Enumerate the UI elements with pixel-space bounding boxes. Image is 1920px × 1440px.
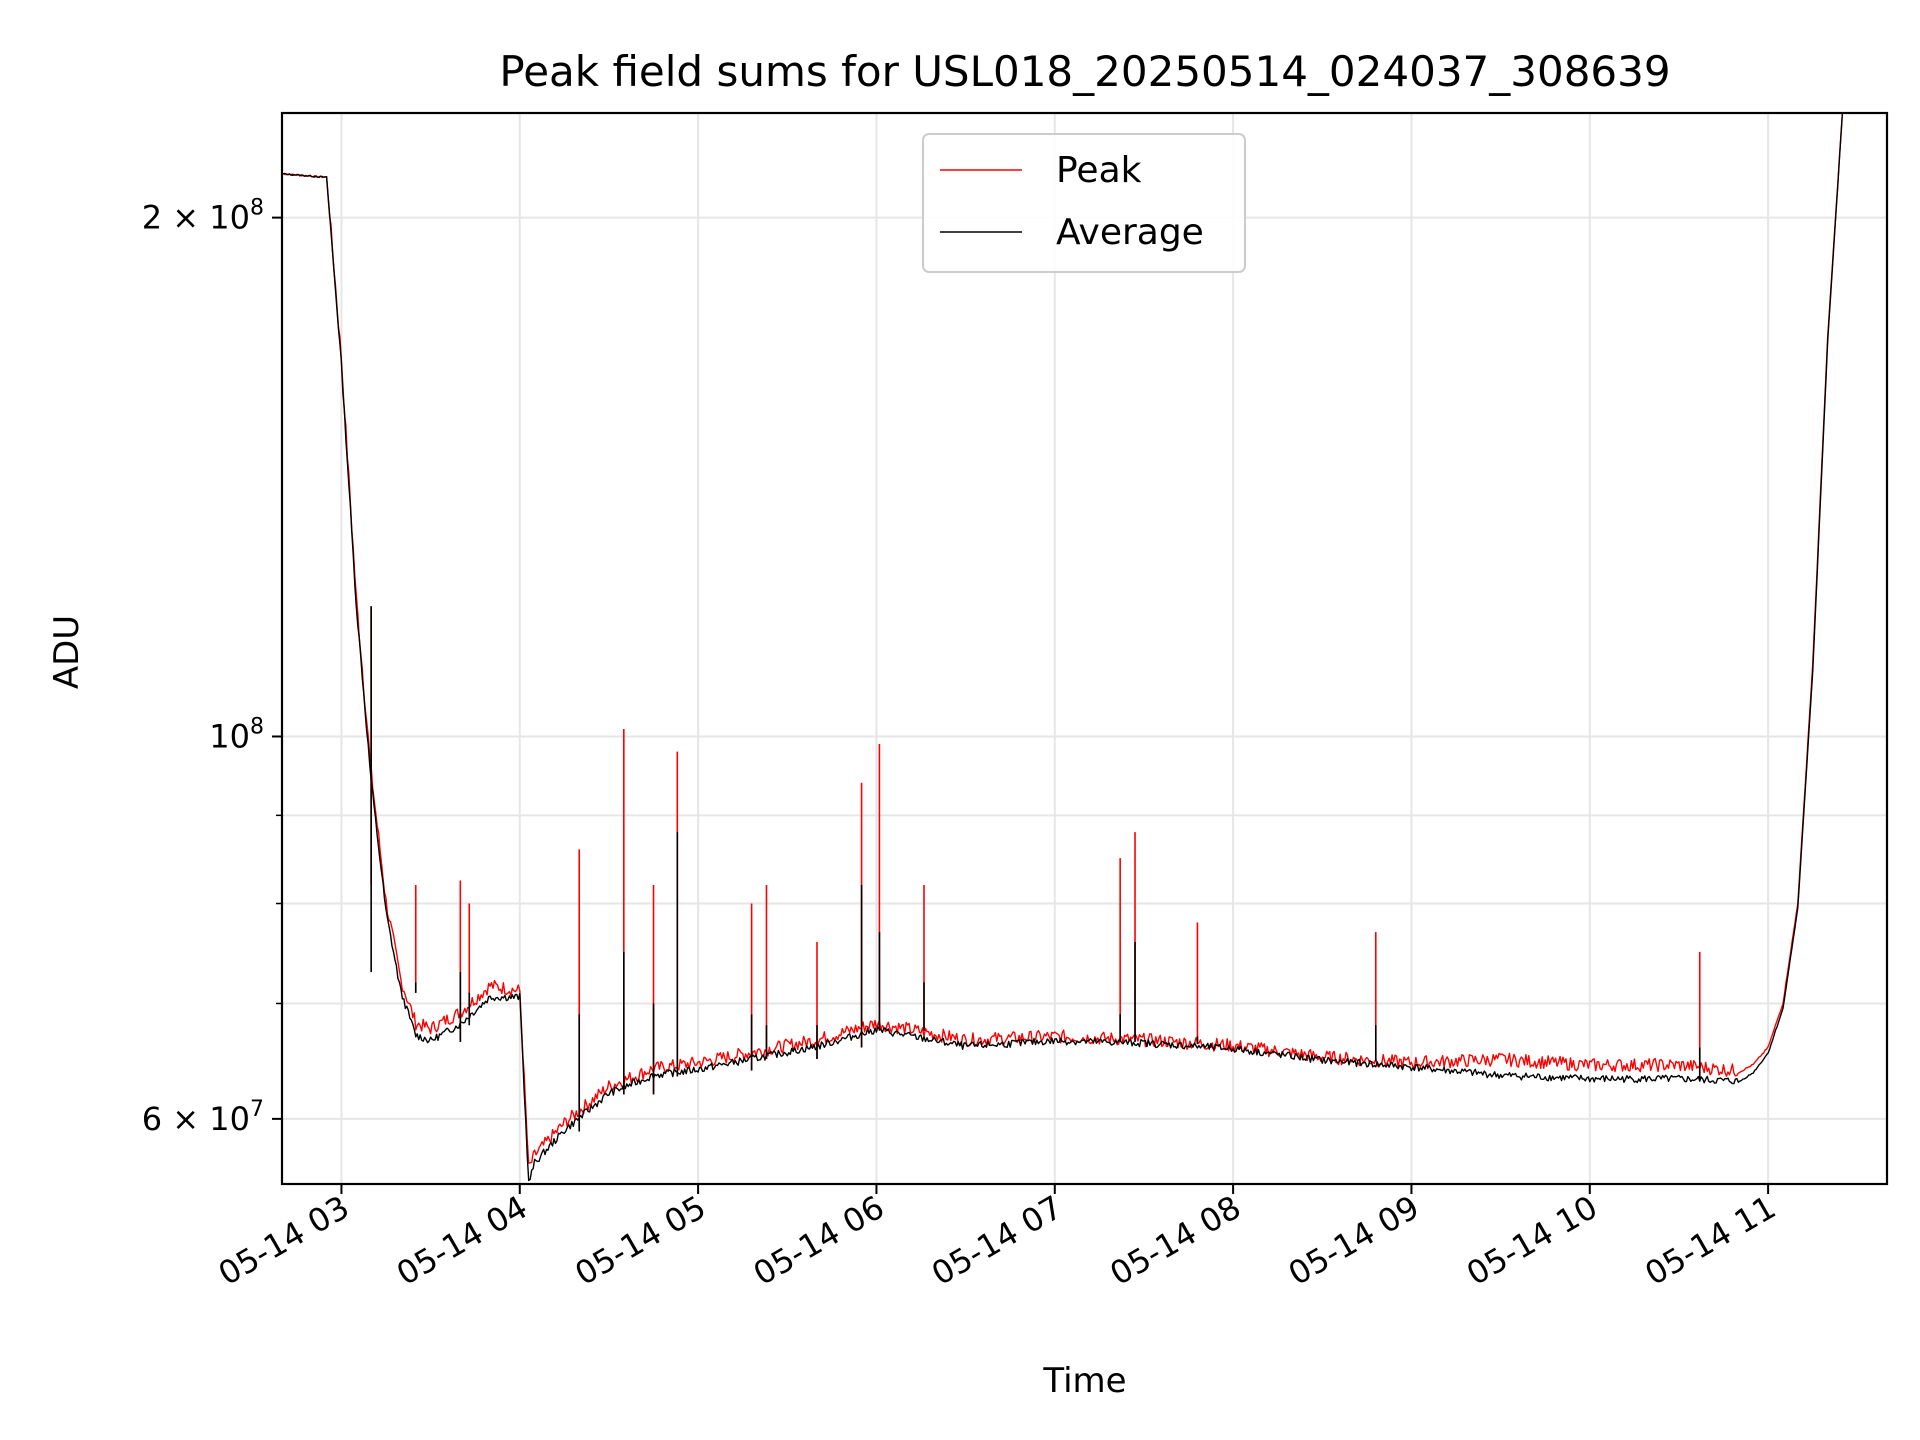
legend-label-peak: Peak — [1056, 150, 1142, 191]
legend-label-average: Average — [1056, 212, 1204, 253]
y-tick-label-base: 10 — [209, 717, 250, 755]
y-axis-label: ADU — [47, 615, 87, 689]
series-line-peak — [282, 112, 1844, 1164]
series-line-average — [281, 112, 1844, 1182]
series-layer — [281, 112, 1844, 1182]
x-axis-label: Time — [1042, 1361, 1126, 1401]
y-tick-label: 108 — [209, 714, 264, 755]
plot-frame — [280, 111, 1889, 1186]
chart-title: Peak field sums for USL018_20250514_0240… — [499, 47, 1670, 96]
legend-box — [922, 133, 1246, 273]
y-tick-label: 6 × 107 — [142, 1097, 264, 1138]
y-tick-label-exponent: 7 — [250, 1097, 264, 1122]
y-tick-label-exponent: 8 — [250, 714, 264, 739]
y-tick-label-base: 6 × 10 — [142, 1100, 250, 1138]
y-tick-label-exponent: 8 — [250, 196, 264, 221]
y-tick-label: 2 × 108 — [142, 196, 264, 237]
y-tick-label-base: 2 × 10 — [142, 199, 250, 237]
legend: Peak Average — [922, 133, 1246, 273]
